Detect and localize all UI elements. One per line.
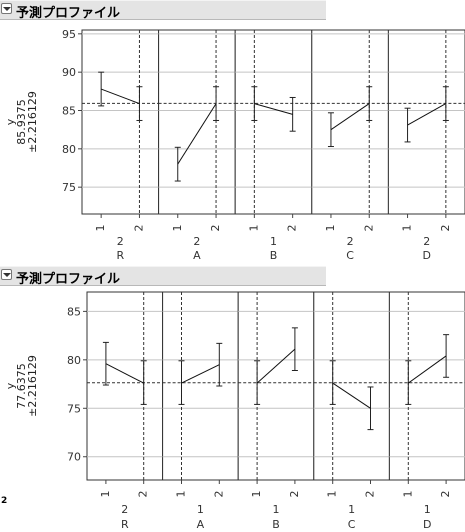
x-tick-label: 2 <box>132 225 145 232</box>
y-tick-label: 75 <box>62 181 76 194</box>
x-tick-label: 2 <box>288 491 301 498</box>
y-tick-label: 95 <box>62 28 76 41</box>
x-tick-label: 2 <box>439 491 452 498</box>
factor-current-value: 1 <box>197 503 204 516</box>
x-tick-label: 1 <box>326 491 339 498</box>
factor-panel-D: 1 2 1 D <box>388 291 465 531</box>
factor-current-value: 2 <box>193 235 200 248</box>
y-tick-label: 75 <box>67 402 81 415</box>
factor-panel-A: 1 22A <box>158 29 236 262</box>
panel-frame <box>388 291 465 481</box>
factor-panel-B: 1 2 1 B <box>237 291 315 531</box>
x-tick-label: 1 <box>94 225 107 232</box>
y-axis-ci: ±2.216129 <box>26 355 39 417</box>
factor-name: B <box>270 249 278 262</box>
panel-frame <box>162 291 239 481</box>
y-tick-label: 70 <box>67 451 81 464</box>
factor-name: D <box>423 518 431 531</box>
profiler-header-2[interactable]: 予測プロファイル <box>0 266 326 287</box>
profile-line <box>330 103 370 131</box>
factor-name: D <box>422 249 430 262</box>
y-axis-value: 77.6375 <box>15 363 28 409</box>
panel-frame <box>86 291 164 481</box>
panel-frame <box>387 29 465 215</box>
profile-line <box>177 103 217 165</box>
profile-line <box>254 103 293 115</box>
x-tick-label: 2 <box>439 225 452 232</box>
factor-name: C <box>346 249 354 262</box>
factor-current-value: 2 <box>121 503 128 516</box>
profile-line <box>256 348 296 384</box>
factor-current-value: 2 <box>347 235 354 248</box>
factor-current-value: 1 <box>424 503 431 516</box>
x-tick-label: 2 <box>209 225 222 232</box>
x-tick-label: 2 <box>212 491 225 498</box>
factor-panel-A: 1 2 1 A <box>162 291 239 531</box>
profiler-section-2: 予測プロファイル y 77.6375 ±2.216129 70 75 80 85 1 2 2 R 1 2… <box>0 266 465 532</box>
x-tick-label: 1 <box>99 491 112 498</box>
profile-line <box>105 363 144 384</box>
factor-panel-R: 1 22R <box>81 29 160 262</box>
panel-frame <box>237 291 315 481</box>
factor-panel-C: 1 2 1 C <box>313 291 390 531</box>
profiler-title: 予測プロファイル <box>16 6 121 21</box>
x-tick-label: 1 <box>247 225 260 232</box>
factor-name: C <box>348 518 356 531</box>
factor-name: A <box>197 518 205 531</box>
factor-panel-D: 1 22D <box>387 29 465 262</box>
y-axis-ci: ±2.216129 <box>26 91 39 153</box>
panel-frame <box>81 29 160 215</box>
factor-name: R <box>116 249 124 262</box>
disclosure-triangle-icon[interactable] <box>1 3 12 14</box>
profiler-header-1[interactable]: 予測プロファイル <box>0 0 326 21</box>
profiler-section-1: 予測プロファイル y 85.9375 ±2.216129 75 80 85 90 95 1 2 2 R… <box>0 0 465 264</box>
factor-current-value: 2 <box>423 235 430 248</box>
panel-frame <box>311 29 389 215</box>
panel-frame <box>158 29 236 215</box>
factor-panel-C: 1 22C <box>311 29 389 262</box>
disclosure-triangle-icon[interactable] <box>1 269 12 280</box>
profile-line <box>181 364 220 384</box>
y-axis-name: y <box>4 382 17 389</box>
y-tick-label: 90 <box>62 66 76 79</box>
factor-current-value: 1 <box>273 503 280 516</box>
y-axis-value: 85.9375 <box>15 99 28 145</box>
profile-line <box>100 88 140 105</box>
factor-current-value: 2 <box>117 235 124 248</box>
profile-line <box>407 103 447 126</box>
y-tick-label: 80 <box>62 143 76 156</box>
factor-current-value: 1 <box>270 235 277 248</box>
profile-line <box>332 382 371 409</box>
y-tick-label: 85 <box>67 305 81 318</box>
factor-name: R <box>121 518 129 531</box>
x-tick-label: 1 <box>324 225 337 232</box>
factor-panel-B: 1 21B <box>234 29 313 262</box>
panel-frame <box>234 29 313 215</box>
x-tick-label: 1 <box>171 225 184 232</box>
x-tick-label: 1 <box>250 491 263 498</box>
x-tick-label: 2 <box>286 225 299 232</box>
x-tick-label: 1 <box>401 491 414 498</box>
x-tick-label: 1 <box>175 491 188 498</box>
panel-frame <box>313 291 390 481</box>
profile-line <box>408 355 447 384</box>
factor-current-value: 1 <box>348 503 355 516</box>
x-tick-label: 2 <box>137 491 150 498</box>
profiler-title: 予測プロファイル <box>16 272 121 287</box>
factor-name: B <box>272 518 280 531</box>
y-axis-name: y <box>4 118 17 125</box>
y-tick-label: 80 <box>67 354 81 367</box>
factor-panel-R: 1 2 2 R <box>86 291 164 531</box>
factor-name: A <box>193 249 201 262</box>
corner-label: 2 <box>1 496 8 506</box>
y-tick-label: 85 <box>62 105 76 118</box>
x-tick-label: 2 <box>362 225 375 232</box>
x-tick-label: 2 <box>364 491 377 498</box>
x-tick-label: 1 <box>401 225 414 232</box>
